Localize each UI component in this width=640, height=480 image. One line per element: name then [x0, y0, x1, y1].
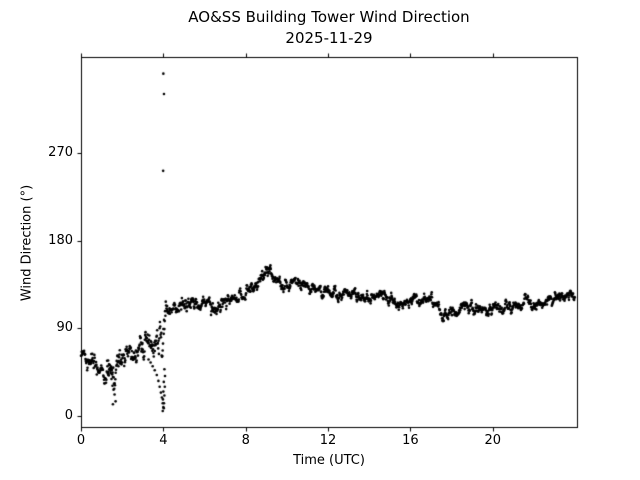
x-tick-label: 16 — [402, 433, 419, 448]
x-tick-label: 4 — [159, 433, 168, 448]
x-axis-label: Time (UTC) — [293, 453, 365, 468]
y-tick-label: 180 — [48, 232, 73, 248]
y-tick-label: 270 — [48, 145, 73, 161]
plot-area — [81, 57, 577, 427]
chart-title: AO&SS Building Tower Wind Direction — [188, 8, 470, 26]
y-tick-label: 90 — [56, 320, 73, 336]
x-tick-label: 0 — [76, 433, 86, 448]
x-tick-label: 8 — [241, 433, 250, 448]
y-tick-label: 0 — [64, 407, 73, 423]
chart-title-block: AO&SS Building Tower Wind Direction 2025… — [81, 7, 577, 49]
chart-subtitle: 2025-11-29 — [285, 29, 373, 47]
x-tick-label: 20 — [484, 433, 502, 448]
x-tick-label: 12 — [319, 433, 337, 448]
